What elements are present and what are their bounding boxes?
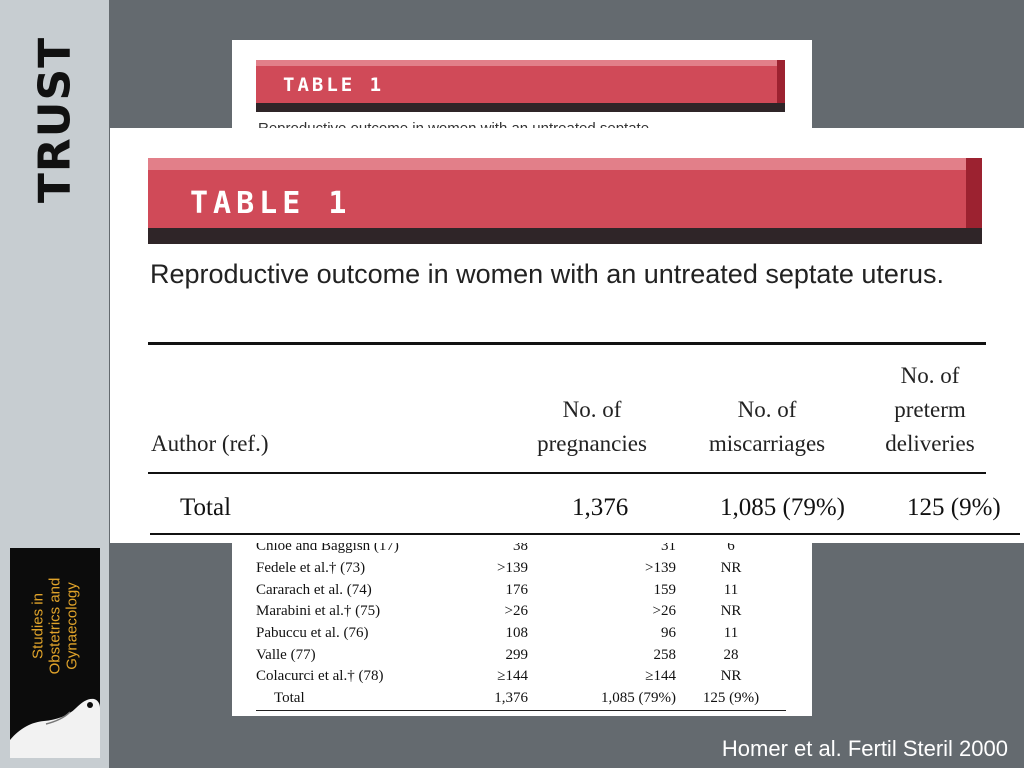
table-bottom-rule [150, 533, 1020, 535]
preterm-cell: NR [720, 560, 742, 577]
table-banner-small: TABLE 1 [256, 60, 785, 112]
table-total-row: Total 1,376 1,085 (79%) 125 (9%) [256, 687, 786, 711]
author-cell: Valle (77) [256, 646, 316, 663]
pregnancies-cell: ≥144 [497, 668, 528, 685]
citation: Homer et al. Fertil Steril 2000 [721, 736, 1008, 761]
header-pregnancies: No. of pregnancies [522, 393, 662, 461]
header-preterm-line-1: No. of [900, 363, 960, 388]
total-label: Total [256, 687, 451, 711]
table-top-rule [148, 342, 986, 345]
miscarriages-cell: 159 [653, 581, 677, 598]
pregnancies-cell: 176 [505, 581, 529, 598]
study-table: Chloe and Baggish (17) 38 31 6 Fedele et… [256, 536, 786, 711]
left-sidebar: TRUST Studies in Obstetrics and Gynaecol… [0, 0, 109, 768]
total-miscarriages: 1,085 (79%) [538, 687, 676, 711]
preterm-cell: NR [720, 668, 742, 685]
miscarriages-cell: >26 [652, 603, 676, 620]
header-miscarriages-line-1: No. of [737, 397, 797, 422]
total-pregnancies: 1,376 [451, 687, 538, 711]
total-preterm: 125 (9%) [676, 687, 786, 711]
author-cell: Colacurci et al.† (78) [256, 668, 384, 685]
header-preterm-line-2: preterm [894, 397, 966, 422]
preterm-cell: 6 [727, 538, 735, 555]
author-cell: Fedele et al.† (73) [256, 560, 366, 577]
miscarriages-cell: 258 [653, 646, 677, 663]
pregnancies-cell: 299 [505, 646, 529, 663]
header-pregnancies-line-2: pregnancies [537, 431, 647, 456]
slide-title: TRUST [29, 36, 81, 204]
table-header-rule [148, 472, 986, 474]
header-miscarriages-line-2: miscarriages [708, 431, 826, 456]
table-row: Pabuccu et al. (76) 108 96 11 [256, 623, 786, 645]
preterm-cell: 11 [723, 581, 739, 598]
total-label: Total [180, 494, 232, 521]
journal-logo: Studies in Obstetrics and Gynaecology [10, 548, 100, 758]
table-row: Valle (77) 299 258 28 [256, 644, 786, 666]
pregnancies-cell: 108 [505, 625, 529, 642]
header-preterm-line-3: deliveries [885, 431, 975, 456]
logo-line-3: Gynaecology [63, 582, 81, 670]
miscarriages-cell: ≥144 [645, 668, 676, 685]
logo-text: Studies in Obstetrics and Gynaecology [30, 578, 81, 675]
miscarriages-cell: >139 [645, 560, 676, 577]
preterm-cell: 28 [723, 646, 739, 663]
table-caption: Reproductive outcome in women with an un… [150, 259, 944, 289]
table-banner-label: TABLE 1 [283, 74, 385, 96]
table-row: Cararach et al. (74) 176 159 11 [256, 579, 786, 601]
header-preterm: No. of preterm deliveries [870, 359, 990, 461]
preterm-cell: NR [720, 603, 742, 620]
header-pregnancies-line-1: No. of [562, 397, 622, 422]
header-miscarriages: No. of miscarriages [692, 393, 842, 461]
table-banner-large: TABLE 1 [148, 158, 982, 244]
preterm-cell: 11 [723, 625, 739, 642]
zoomed-table-excerpt: TABLE 1 Reproductive outcome in women wi… [110, 128, 1024, 543]
logo-silhouette-icon [10, 698, 100, 758]
pregnancies-cell: >26 [504, 603, 528, 620]
table-row: Colacurci et al.† (78) ≥144 ≥144 NR [256, 666, 786, 688]
author-cell: Pabuccu et al. (76) [256, 625, 369, 642]
table-banner-label: TABLE 1 [190, 186, 352, 221]
total-pregnancies: 1,376 [572, 494, 629, 521]
author-cell: Marabini et al.† (75) [256, 603, 381, 620]
logo-line-2: Obstetrics and [46, 577, 64, 675]
table-row: Marabini et al.† (75) >26 >26 NR [256, 601, 786, 623]
table-row: Fedele et al.† (73) >139 >139 NR [256, 558, 786, 580]
miscarriages-cell: 96 [661, 625, 676, 642]
pregnancies-cell: >139 [497, 560, 528, 577]
author-cell: Cararach et al. (74) [256, 581, 372, 598]
header-author: Author (ref.) [151, 431, 269, 456]
total-preterm: 125 (9%) [907, 494, 1001, 521]
total-miscarriages: 1,085 (79%) [720, 494, 845, 521]
logo-line-1: Studies in [29, 593, 47, 659]
